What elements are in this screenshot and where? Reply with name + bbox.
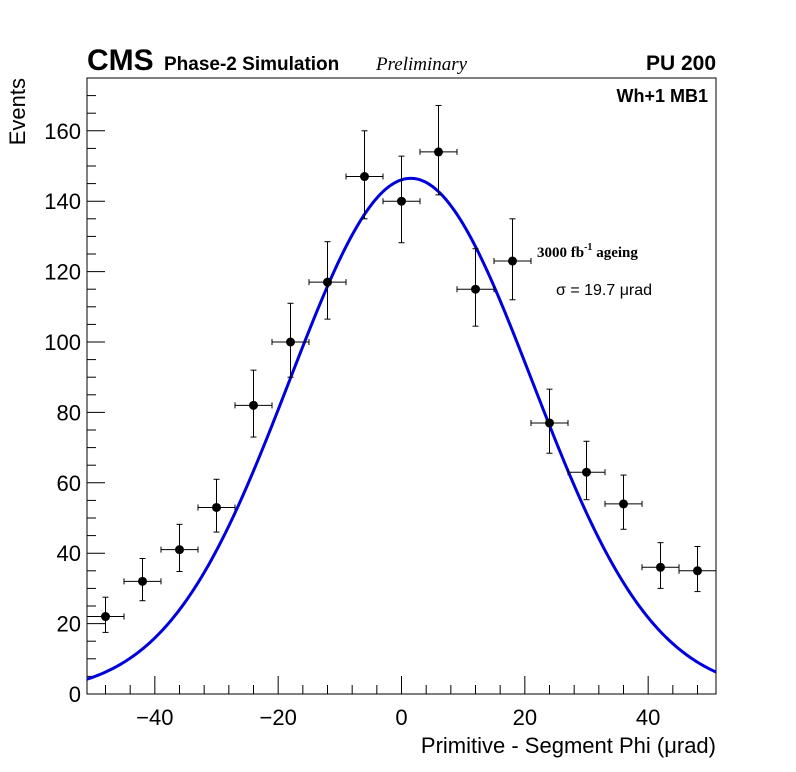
point-marker (175, 545, 184, 555)
status-label: Preliminary (375, 54, 468, 75)
y-axis-title: Events (5, 78, 30, 145)
point-marker (434, 147, 443, 157)
point-marker (545, 418, 554, 428)
data-point (604, 474, 643, 530)
data-point (382, 155, 421, 244)
point-marker (693, 566, 702, 576)
point-marker (323, 277, 332, 287)
data-point (86, 596, 125, 633)
data-point (678, 546, 717, 593)
data-point (160, 523, 199, 573)
y-tick-label: 80 (57, 400, 81, 425)
point-marker (471, 284, 480, 294)
x-tick-label: 0 (395, 705, 407, 730)
point-marker (619, 499, 628, 509)
point-marker (249, 400, 258, 410)
subtitle-label: Phase-2 Simulation (164, 54, 339, 75)
point-marker (508, 256, 517, 266)
y-tick-label: 100 (44, 330, 81, 355)
y-tick-label: 140 (44, 189, 81, 214)
data-point (308, 241, 347, 320)
y-tick-label: 0 (69, 682, 81, 707)
x-tick-label: 20 (513, 705, 537, 730)
data-point (567, 440, 606, 501)
sigma-annotation: σ = 19.7 μrad (556, 282, 652, 299)
point-marker (656, 562, 665, 572)
data-point (234, 369, 273, 438)
point-marker (212, 502, 221, 512)
category-label: Wh+1 MB1 (616, 86, 708, 106)
data-point (197, 478, 236, 533)
point-marker (286, 337, 295, 347)
data-point (641, 542, 680, 589)
axis-tick-labels: −40 −20 0 20 40 0 20 40 60 80 100 120 140 160 (44, 119, 660, 730)
data-point (271, 302, 310, 378)
data-point (123, 557, 162, 602)
point-marker (138, 576, 147, 586)
data-point (345, 130, 384, 220)
x-tick-label: −20 (260, 705, 297, 730)
data-point (530, 388, 569, 454)
point-marker (582, 467, 591, 477)
pileup-label: PU 200 (646, 52, 716, 75)
axis-ticks (87, 77, 698, 695)
data-point (419, 104, 458, 196)
y-tick-label: 60 (57, 471, 81, 496)
y-tick-label: 20 (57, 612, 81, 637)
data-point (456, 248, 495, 327)
y-tick-label: 40 (57, 541, 81, 566)
data-point (493, 218, 532, 301)
ageing-annotation: 3000 fb-1 ageing (537, 242, 638, 261)
y-tick-label: 120 (44, 260, 81, 285)
point-marker (360, 172, 369, 182)
point-marker (397, 196, 406, 206)
experiment-label: CMS (87, 44, 154, 77)
x-tick-label: −40 (136, 705, 173, 730)
y-tick-label: 160 (44, 119, 81, 144)
data-points (86, 104, 717, 633)
point-marker (101, 612, 110, 622)
x-axis-title: Primitive - Segment Phi (μrad) (421, 733, 716, 758)
x-tick-label: 40 (636, 705, 660, 730)
